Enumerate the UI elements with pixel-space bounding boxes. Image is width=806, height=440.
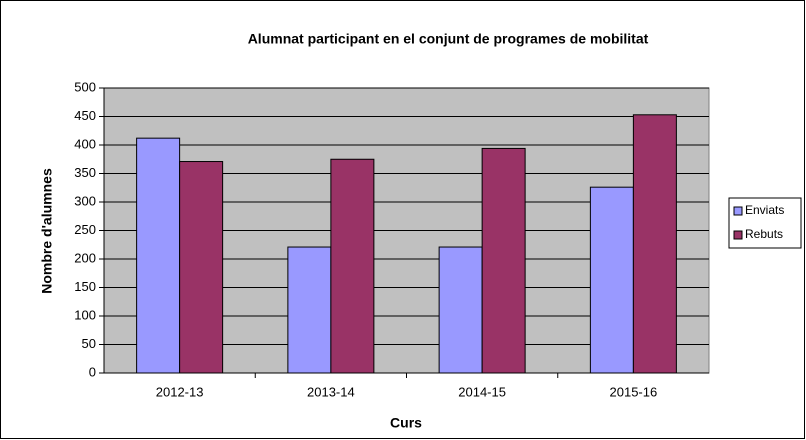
y-tick-label: 350 [74, 165, 96, 180]
y-axis-title: Nombre d'alumnes [39, 168, 55, 294]
bar [287, 246, 332, 374]
legend-label: Enviats [745, 203, 784, 217]
x-axis-title: Curs [390, 415, 422, 431]
y-tick-label: 450 [74, 108, 96, 123]
y-tick-label: 200 [74, 250, 96, 265]
y-tick-label: 400 [74, 136, 96, 151]
legend-swatch [733, 230, 743, 240]
y-tick-label: 500 [74, 79, 96, 94]
bar [589, 186, 634, 374]
y-tick-label: 50 [82, 336, 96, 351]
bar [179, 161, 224, 374]
y-tick-label: 300 [74, 193, 96, 208]
x-tick-label: 2014-15 [458, 384, 506, 399]
x-tick-label: 2013-14 [307, 384, 355, 399]
y-tick-label: 150 [74, 279, 96, 294]
legend-box [728, 197, 802, 249]
y-tick-label: 0 [89, 364, 96, 379]
x-tick-label: 2012-13 [156, 384, 204, 399]
y-tick-label: 100 [74, 307, 96, 322]
y-tick-label: 250 [74, 222, 96, 237]
bar [438, 246, 483, 374]
legend-swatch [733, 206, 743, 216]
bar [632, 114, 677, 374]
legend-label: Rebuts [745, 227, 783, 241]
bar [330, 158, 375, 374]
chart-title: Alumnat participant en el conjunt de pro… [248, 31, 649, 47]
bar [481, 147, 526, 374]
bar [136, 137, 181, 374]
x-tick-label: 2015-16 [610, 384, 658, 399]
